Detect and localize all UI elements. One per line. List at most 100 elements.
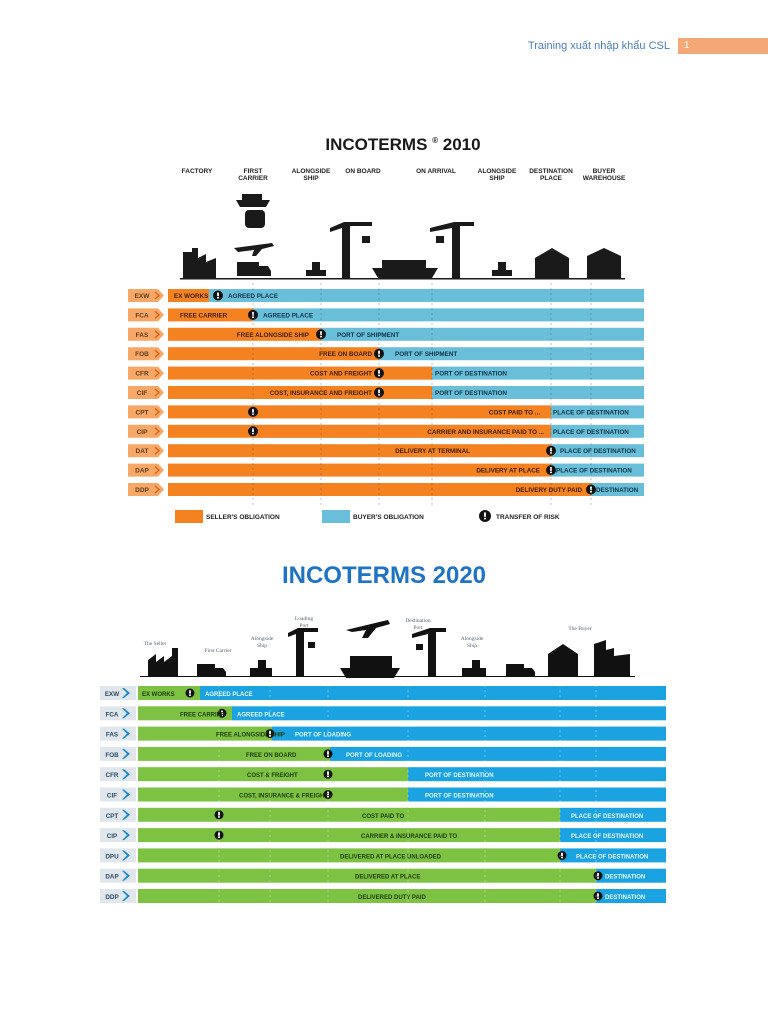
incoterm-row-2010: FCA FREE CARRIER AGREED PLACE (128, 308, 644, 322)
chevron-icon (122, 850, 130, 861)
incoterm-row-2010: FOB FREE ON BOARD PORT OF SHIPMENT (128, 347, 644, 361)
stage-label-2010: SHIP (303, 175, 319, 182)
incoterm-row-2010: DDP DELIVERY DUTY PAID DESTINATION (128, 483, 644, 496)
seller-obligation-label: FREE CARRIER (180, 312, 228, 319)
buyer-obligation-label: PORT OF SHIPMENT (337, 332, 399, 339)
buyer-obligation-label: PLACE OF DESTINATION (556, 468, 632, 475)
legend-seller-label: SELLER'S OBLIGATION (206, 514, 280, 521)
buyer-obligation-label: AGREED PLACE (205, 692, 253, 698)
buyer-obligation-bar (200, 686, 666, 700)
seller-obligation-bar (138, 889, 596, 903)
incoterm-code: FCA (135, 312, 149, 319)
seller-obligation-bar (138, 848, 560, 863)
transfer-of-risk-icon (217, 708, 227, 718)
chevron-icon (154, 369, 161, 378)
seller-obligation-label: DELIVERED AT PLACE UNLOADED (340, 854, 442, 860)
crates-icon (300, 262, 326, 276)
incoterm-row-2020: CFR COST & FREIGHT PORT OF DESTINATION (100, 767, 666, 782)
crane-icon (288, 628, 318, 676)
incoterm-code: DAP (135, 468, 149, 475)
seller-obligation-label: DELIVERY DUTY PAID (516, 487, 583, 494)
seller-cost-bar (253, 405, 551, 419)
buyer-obligation-bar (379, 386, 644, 399)
buyer-obligation-bar (321, 327, 644, 341)
buyer-obligation-label: PORT OF DESTINATION (435, 371, 507, 378)
chevron-icon (122, 688, 130, 698)
warehouse-icon (535, 248, 569, 278)
stage-label-2010: SHIP (489, 175, 505, 182)
buyer-obligation-bar (408, 787, 666, 802)
seller-obligation-bar (168, 463, 551, 477)
buyer-obligation-bar (272, 726, 666, 741)
buyer-obligation-bar (209, 289, 644, 302)
buildings-icon (594, 640, 630, 676)
buyer-obligation-label: PLACE OF DESTINATION (571, 814, 643, 820)
crane-load-icon (362, 236, 370, 243)
incoterm-code: EXW (105, 691, 119, 698)
seller-obligation-label: FREE ALONGSIDE SHIP (216, 733, 285, 739)
chart-2010-title: INCOTERMS ® 2010 (325, 135, 480, 154)
truck-icon (237, 262, 271, 276)
chevron-icon (122, 769, 130, 780)
chevron-icon (154, 485, 161, 494)
seller-obligation-bar (138, 726, 272, 741)
buyer-obligation-label: DESTINATION (605, 895, 645, 901)
transfer-of-risk-icon (593, 871, 603, 881)
legend-2010: SELLER'S OBLIGATION BUYER'S OBLIGATION TRA… (175, 510, 560, 523)
seller-obligation-label: DELIVERED DUTY PAID (358, 895, 426, 901)
stage-label-2010: ON BOARD (345, 168, 381, 175)
stage-label-2010: FACTORY (182, 168, 213, 175)
stage-label-2010: ON ARRIVAL (416, 168, 456, 175)
seller-obligation-bar (138, 706, 232, 721)
incoterm-code-tab (100, 828, 136, 843)
seller-obligation-bar (138, 868, 596, 883)
buyer-obligation-bar (253, 308, 644, 322)
incoterm-code-tab (100, 686, 136, 700)
buyer-obligation-bar (560, 848, 666, 863)
incoterm-code: FOB (135, 351, 149, 358)
crane-icon (330, 222, 372, 278)
chevron-icon (122, 708, 130, 719)
stage-label-2020: Port (299, 623, 309, 629)
incoterm-row-2020: FAS FREE ALONGSIDE SHIP PORT OF LOADING (100, 726, 666, 741)
buyer-obligation-bar (596, 868, 666, 883)
stage-label-2020: First Carrier (204, 648, 231, 654)
crates-icon (250, 660, 272, 676)
container-ship-icon (340, 656, 400, 678)
incoterm-code: EXW (135, 293, 151, 300)
incoterm-code-tab (100, 868, 136, 883)
incoterm-row-2010: CFR COST AND FREIGHT PORT OF DESTINATION (128, 366, 644, 380)
seller-obligation-label: COST, INSURANCE & FREIGHT (239, 794, 328, 800)
buyer-obligation-bar (591, 483, 644, 496)
buyer-obligation-label: PLACE OF DESTINATION (553, 409, 629, 416)
seller-obligation-label: FREE ON BOARD (319, 351, 372, 358)
seller-obligation-label: CARRIER & INSURANCE PAID TO (361, 834, 457, 840)
incoterm-row-2010: CPT COST PAID TO ... PLACE OF DESTINATION (128, 405, 644, 419)
incoterm-code: FAS (136, 332, 149, 339)
buyer-obligation-label: DESTINATION (605, 875, 645, 881)
incoterm-row-2020: FOB FREE ON BOARD PORT OF LOADING (100, 746, 666, 761)
header-title: Training xuất nhập khẩu CSL (527, 40, 670, 52)
crane-icon (412, 628, 446, 676)
legend-buyer-label: BUYER'S OBLIGATION (353, 514, 424, 521)
buyer-obligation-label: PLACE OF DESTINATION (571, 834, 643, 840)
seller-obligation-bar (168, 483, 591, 496)
seller-obligation-bar (138, 767, 408, 782)
incoterm-code-tab (100, 807, 136, 822)
incoterm-code-tab (100, 787, 136, 802)
chevron-icon (154, 446, 161, 455)
stage-label-2020: Destination (405, 618, 431, 624)
seller-obligation-label: DELIVERY AT PLACE (476, 468, 540, 475)
buyer-obligation-label: PLACE OF DESTINATION (576, 854, 648, 860)
document-header: Training xuất nhập khẩu CSL 1 (528, 38, 768, 54)
chevron-icon (122, 789, 130, 800)
stage-icons-2020 (140, 620, 635, 678)
seller-cost-bar (379, 366, 432, 380)
incoterm-code: CFR (135, 371, 149, 378)
seller-obligation-label: COST AND FREIGHT (310, 371, 372, 378)
warehouse-icon (548, 644, 578, 676)
seller-obligation-label: FREE CARRIER (180, 712, 226, 718)
incoterm-code-tab (100, 746, 136, 761)
buyer-obligation-bar (551, 463, 644, 477)
crates-icon (486, 262, 512, 276)
